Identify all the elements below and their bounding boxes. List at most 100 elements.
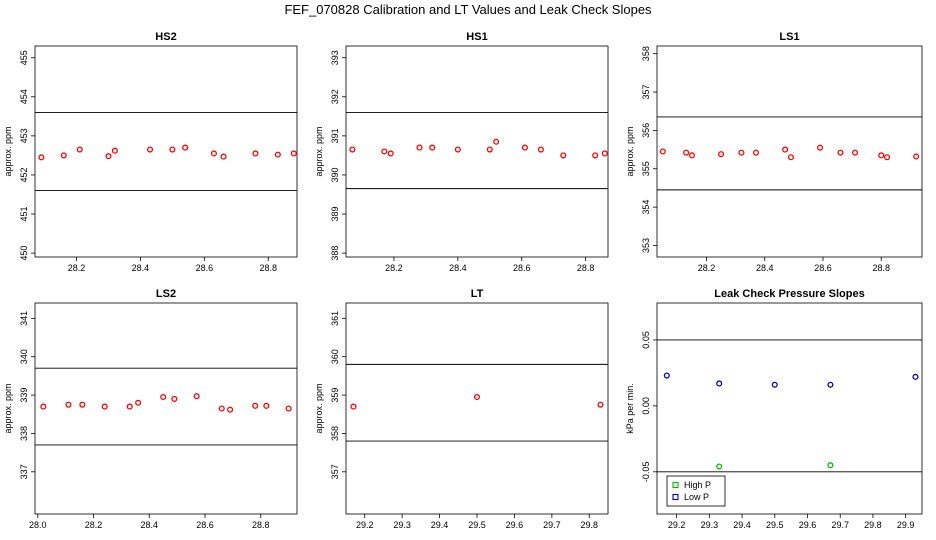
data-point — [817, 144, 824, 151]
x-tick-label: 28.8 — [252, 520, 270, 530]
figure-title: FEF_070828 Calibration and LT Values and… — [284, 2, 652, 17]
data-point — [486, 146, 493, 153]
y-tick-label: 357 — [641, 85, 651, 100]
plot-frame — [656, 302, 923, 515]
data-point — [827, 381, 834, 388]
data-point — [182, 144, 189, 151]
data-point — [851, 149, 859, 156]
data-point — [560, 152, 567, 159]
plot-frame — [345, 45, 609, 258]
x-tick-label: 29.3 — [701, 520, 719, 530]
data-point — [912, 373, 919, 380]
data-point — [40, 403, 47, 410]
x-tick-label: 29.5 — [766, 520, 784, 530]
data-point — [416, 144, 423, 151]
x-tick-label: 28.4 — [132, 263, 150, 273]
x-tick-label: 28.4 — [141, 520, 159, 530]
x-tick-label: 28.6 — [513, 263, 531, 273]
legend-swatch — [672, 493, 679, 501]
data-point — [782, 146, 789, 153]
y-tick-label: 358 — [330, 426, 340, 441]
y-tick-label: 392 — [330, 89, 340, 104]
legend-swatch — [672, 481, 679, 489]
data-point — [210, 150, 217, 157]
data-point — [521, 144, 528, 151]
data-point — [454, 146, 461, 153]
x-tick-label: 28.8 — [577, 263, 595, 273]
y-axis-label: approx. ppm — [3, 383, 13, 433]
y-tick-label: 338 — [19, 426, 29, 441]
x-tick-label: 28.0 — [29, 520, 47, 530]
data-point — [601, 150, 608, 157]
data-point — [837, 149, 844, 156]
y-tick-label: 354 — [641, 200, 651, 215]
y-tick-label: 359 — [330, 388, 340, 403]
data-point — [220, 153, 227, 160]
plot-frame — [34, 45, 298, 258]
data-point — [79, 401, 86, 408]
data-point — [146, 146, 154, 153]
data-point — [913, 153, 920, 160]
data-point — [716, 463, 723, 470]
data-point — [387, 150, 394, 157]
data-point — [285, 405, 292, 412]
y-tick-label: 355 — [641, 161, 651, 176]
data-point — [171, 395, 178, 402]
data-point — [349, 146, 356, 153]
y-axis-label: approx. ppm — [3, 126, 13, 176]
plot-frame — [34, 302, 298, 515]
y-tick-label: -0.05 — [641, 462, 651, 483]
x-tick-label: 29.2 — [356, 520, 374, 530]
data-point — [218, 405, 225, 412]
x-tick-label: 29.9 — [897, 520, 915, 530]
data-point — [592, 152, 599, 159]
y-tick-label: 337 — [19, 464, 29, 479]
x-tick-label: 28.6 — [196, 520, 214, 530]
data-point — [537, 146, 544, 153]
data-point — [126, 403, 133, 410]
data-point — [169, 146, 176, 153]
panel-title: LS1 — [779, 31, 799, 43]
x-tick-label: 29.3 — [393, 520, 411, 530]
x-tick-label: 29.6 — [506, 520, 524, 530]
data-point — [227, 406, 234, 413]
legend-label: Low P — [684, 492, 709, 502]
panel-title: HS1 — [466, 31, 487, 43]
y-tick-label: 454 — [19, 89, 29, 104]
data-point — [381, 148, 388, 155]
plot-frame — [656, 45, 923, 258]
x-tick-label: 28.2 — [698, 263, 716, 273]
data-point — [597, 401, 604, 408]
data-point — [60, 152, 67, 159]
chart-panel-2: HS1 28.2 28.4 28.6 28.8 388 389 390 391 392 393 app… — [314, 31, 609, 273]
data-point — [290, 150, 297, 157]
data-point — [38, 154, 45, 161]
x-tick-label: 28.2 — [385, 263, 403, 273]
y-tick-label: 452 — [19, 167, 29, 182]
x-tick-label: 28.6 — [196, 263, 214, 273]
x-tick-label: 29.8 — [864, 520, 882, 530]
data-point — [718, 151, 725, 158]
data-point — [111, 147, 118, 154]
x-tick-label: 29.4 — [733, 520, 751, 530]
legend-label: High P — [684, 480, 711, 490]
data-point — [878, 152, 885, 159]
y-tick-label: 361 — [330, 311, 340, 326]
data-point — [263, 402, 270, 409]
chart-panel-1: HS2 28.2 28.4 28.6 28.8 450 451 452 453 454 455 app… — [3, 31, 298, 273]
data-point — [663, 372, 670, 379]
data-point — [473, 393, 481, 401]
y-tick-label: 341 — [19, 311, 29, 326]
y-tick-label: 339 — [19, 388, 29, 403]
data-point — [252, 402, 259, 409]
data-point — [683, 149, 690, 156]
y-tick-label: 391 — [330, 128, 340, 143]
data-point — [771, 381, 778, 388]
y-tick-label: 0.05 — [641, 331, 651, 349]
y-tick-label: 0.00 — [641, 397, 651, 415]
chart-panel-6: Leak Check Pressure Slopes 29.2 29.3 29.4 29… — [625, 288, 923, 530]
data-point — [688, 152, 695, 159]
plot-frame — [345, 302, 609, 515]
y-tick-label: 453 — [19, 128, 29, 143]
